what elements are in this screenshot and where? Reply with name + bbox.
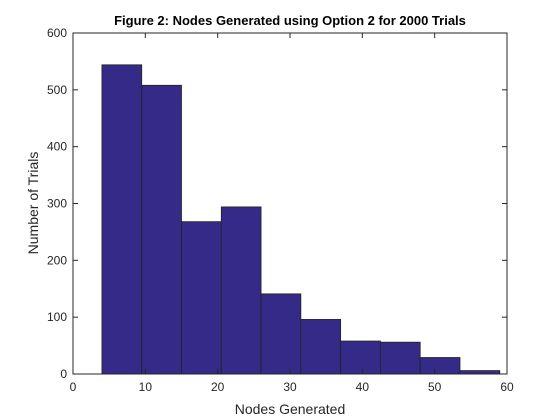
x-tick-label: 20 — [211, 380, 225, 394]
chart-title: Figure 2: Nodes Generated using Option 2… — [114, 13, 466, 28]
x-tick-label: 0 — [70, 380, 77, 394]
x-tick-labels: 0 10 20 30 40 50 60 — [70, 380, 514, 394]
x-tick-label: 40 — [356, 380, 370, 394]
y-tick-label: 500 — [47, 83, 67, 97]
x-tick-label: 50 — [428, 380, 442, 394]
histogram-bar — [260, 293, 302, 375]
histogram-bar — [459, 370, 501, 375]
histogram-bar — [380, 341, 421, 375]
x-tick-label: 10 — [139, 380, 153, 394]
histogram-bar — [220, 206, 262, 375]
histogram-bar — [300, 319, 342, 375]
y-tick-label: 0 — [60, 367, 67, 381]
histogram-bar — [419, 357, 461, 375]
histogram-bar — [181, 221, 222, 375]
x-tick-label: 60 — [500, 380, 514, 394]
y-tick-label: 200 — [47, 253, 67, 267]
histogram-bar — [141, 84, 182, 375]
histogram-bar — [340, 340, 381, 375]
bars-group — [101, 64, 501, 375]
axes-box — [72, 32, 508, 375]
y-tick-label: 600 — [47, 26, 67, 40]
x-axis-label: Nodes Generated — [235, 401, 346, 417]
y-tick-label: 100 — [47, 310, 67, 324]
y-axis-label: Number of Trials — [25, 152, 41, 255]
histogram-bar — [101, 64, 143, 375]
x-tick-label: 30 — [283, 380, 297, 394]
y-tick-label: 400 — [47, 140, 67, 154]
y-tick-labels: 0 100 200 300 400 500 600 — [47, 26, 67, 381]
y-tick-label: 300 — [47, 197, 67, 211]
